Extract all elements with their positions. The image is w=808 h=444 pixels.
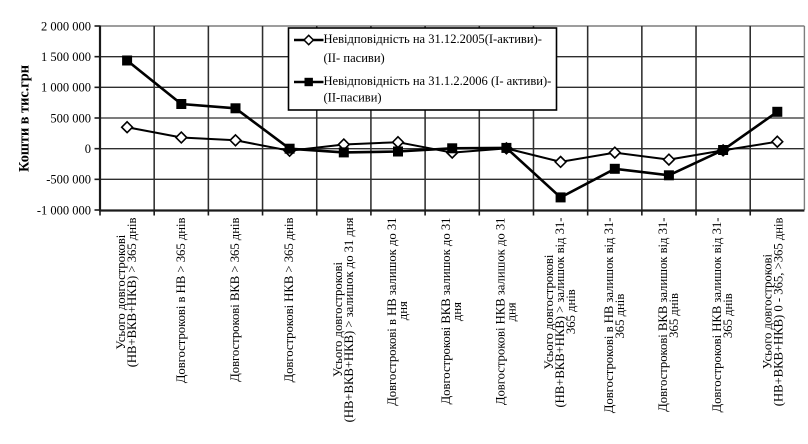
svg-text:365 днів: 365 днів — [667, 293, 681, 338]
svg-text:дня: дня — [504, 302, 518, 321]
svg-text:Довгострокові в НВ > 365 днів: Довгострокові в НВ > 365 днів — [174, 217, 188, 383]
svg-text:Усього довгострокові: Усього довгострокові — [760, 254, 774, 369]
svg-text:Усього довгострокові: Усього довгострокові — [542, 254, 556, 369]
svg-text:(НВ+ВКВ+НКВ) > залишок від 31-: (НВ+ВКВ+НКВ) > залишок від 31- — [553, 218, 567, 408]
svg-text:Кошти в тис.грн: Кошти в тис.грн — [17, 65, 33, 172]
svg-text:дня: дня — [396, 301, 410, 320]
svg-text:1 000 000: 1 000 000 — [41, 81, 91, 95]
svg-text:365 днів: 365 днів — [564, 289, 578, 334]
svg-text:Довгострокові НКВ залишок від: Довгострокові НКВ залишок від 31- — [710, 218, 724, 413]
svg-text:дня: дня — [450, 302, 464, 321]
svg-text:Довгострокові ВКВ залишок до: Довгострокові ВКВ залишок до 31 — [439, 218, 453, 405]
svg-text:2 000 000: 2 000 000 — [41, 19, 91, 33]
svg-text:(ІІ-пасиви): (ІІ-пасиви) — [324, 91, 382, 105]
svg-text:(НВ+ВКВ+НКВ) 0 - 365, >365 дні: (НВ+ВКВ+НКВ) 0 - 365, >365 днів — [771, 217, 785, 406]
svg-text:1 500 000: 1 500 000 — [41, 50, 91, 64]
svg-text:Довгострокові в НВ залишок до: Довгострокові в НВ залишок до 31 — [385, 218, 399, 406]
svg-text:Невідповідність на 31.1.2.2006: Невідповідність на 31.1.2.2006 (І- актив… — [324, 74, 552, 88]
svg-text:500 000: 500 000 — [50, 111, 91, 125]
svg-text:365 днів: 365 днів — [721, 293, 735, 338]
svg-text:(НВ+ВКВ+НКВ) > залишок до 31 д: (НВ+ВКВ+НКВ) > залишок до 31 дня — [342, 217, 356, 422]
svg-text:Довгострокові ВКВ залишок від: Довгострокові ВКВ залишок від 31- — [656, 218, 670, 412]
svg-text:-500 000: -500 000 — [46, 173, 91, 187]
svg-text:Довгострокові НКВ > 365 днів: Довгострокові НКВ > 365 днів — [282, 217, 296, 382]
svg-text:365 днів: 365 днів — [613, 294, 627, 339]
svg-text:Довгострокові ВКВ > 365 днів: Довгострокові ВКВ > 365 днів — [228, 217, 242, 381]
svg-text:0: 0 — [85, 142, 91, 156]
svg-text:Невідповідність на 31.12.2005(: Невідповідність на 31.12.2005(І-активи)- — [324, 32, 542, 46]
svg-text:Довгострокові в НВ залишок ві: Довгострокові в НВ залишок від 31- — [602, 218, 616, 414]
svg-text:Усього довгострокові: Усього довгострокові — [331, 262, 345, 377]
svg-text:-1 000 000: -1 000 000 — [37, 203, 91, 217]
svg-text:Усього довгострокові: Усього довгострокові — [114, 234, 128, 349]
svg-text:(НВ+ВКВ+НКВ) > 365 днів: (НВ+ВКВ+НКВ) > 365 днів — [125, 217, 139, 367]
svg-text:Довгострокові НКВ залишок до: Довгострокові НКВ залишок до 31 — [493, 218, 507, 406]
svg-text:(ІІ- пасиви): (ІІ- пасиви) — [324, 51, 385, 65]
